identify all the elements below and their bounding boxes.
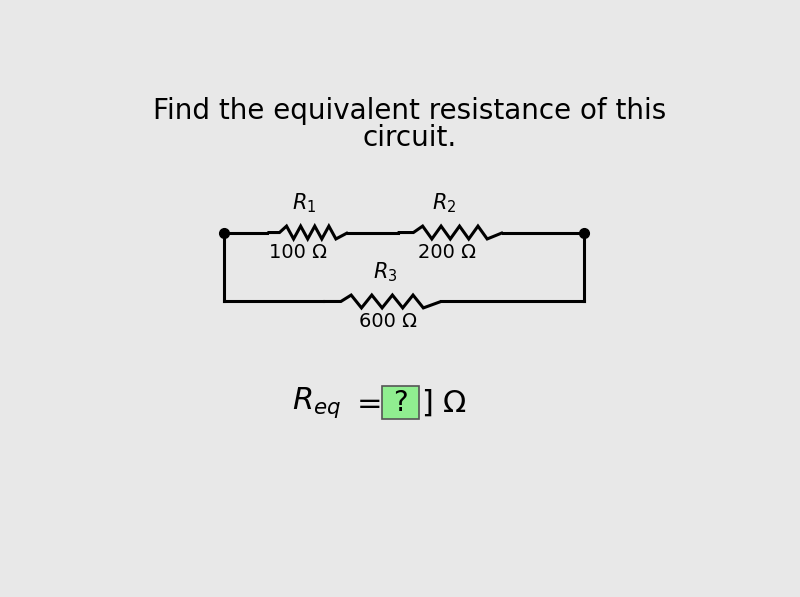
Text: $R_3$: $R_3$ xyxy=(373,260,398,284)
Text: ?: ? xyxy=(394,389,408,417)
Text: $] \ \Omega$: $] \ \Omega$ xyxy=(421,387,467,418)
Text: 100 Ω: 100 Ω xyxy=(270,242,327,261)
Text: $R_1$: $R_1$ xyxy=(293,192,317,215)
Text: Find the equivalent resistance of this: Find the equivalent resistance of this xyxy=(154,97,666,125)
Text: 200 Ω: 200 Ω xyxy=(418,242,476,261)
FancyBboxPatch shape xyxy=(382,386,419,419)
Text: circuit.: circuit. xyxy=(363,124,457,152)
Text: $=$: $=$ xyxy=(351,388,382,417)
Text: 600 Ω: 600 Ω xyxy=(359,312,418,331)
Text: $R_{eq}$: $R_{eq}$ xyxy=(292,385,342,420)
Text: $R_2$: $R_2$ xyxy=(432,192,456,215)
